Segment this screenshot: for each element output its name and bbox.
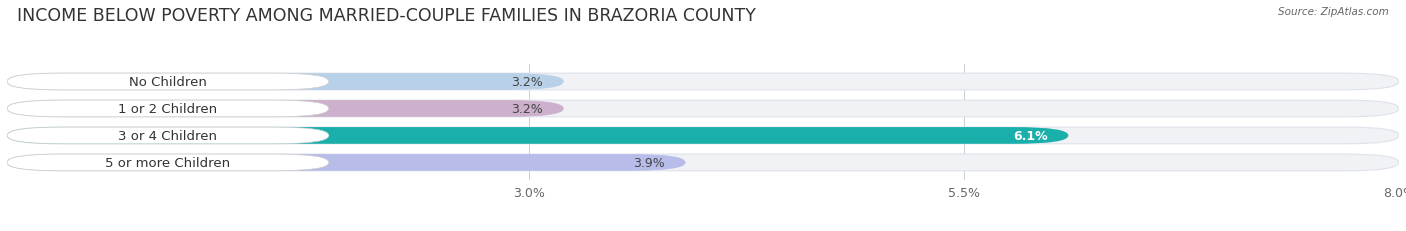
Text: 1 or 2 Children: 1 or 2 Children (118, 103, 218, 116)
Text: 3.2%: 3.2% (512, 103, 543, 116)
Text: Source: ZipAtlas.com: Source: ZipAtlas.com (1278, 7, 1389, 17)
Text: 5 or more Children: 5 or more Children (105, 156, 231, 169)
FancyBboxPatch shape (7, 128, 1069, 144)
FancyBboxPatch shape (7, 101, 1399, 117)
Text: INCOME BELOW POVERTY AMONG MARRIED-COUPLE FAMILIES IN BRAZORIA COUNTY: INCOME BELOW POVERTY AMONG MARRIED-COUPL… (17, 7, 756, 25)
FancyBboxPatch shape (7, 154, 686, 171)
Text: 3.9%: 3.9% (633, 156, 665, 169)
FancyBboxPatch shape (7, 128, 329, 144)
FancyBboxPatch shape (7, 128, 1399, 144)
Text: 3.2%: 3.2% (512, 76, 543, 89)
FancyBboxPatch shape (7, 74, 329, 91)
FancyBboxPatch shape (7, 154, 329, 171)
Text: No Children: No Children (129, 76, 207, 89)
Text: 6.1%: 6.1% (1012, 129, 1047, 142)
FancyBboxPatch shape (7, 101, 564, 117)
Text: 3 or 4 Children: 3 or 4 Children (118, 129, 218, 142)
FancyBboxPatch shape (7, 74, 1399, 91)
FancyBboxPatch shape (7, 101, 329, 117)
FancyBboxPatch shape (7, 154, 1399, 171)
FancyBboxPatch shape (7, 74, 564, 91)
